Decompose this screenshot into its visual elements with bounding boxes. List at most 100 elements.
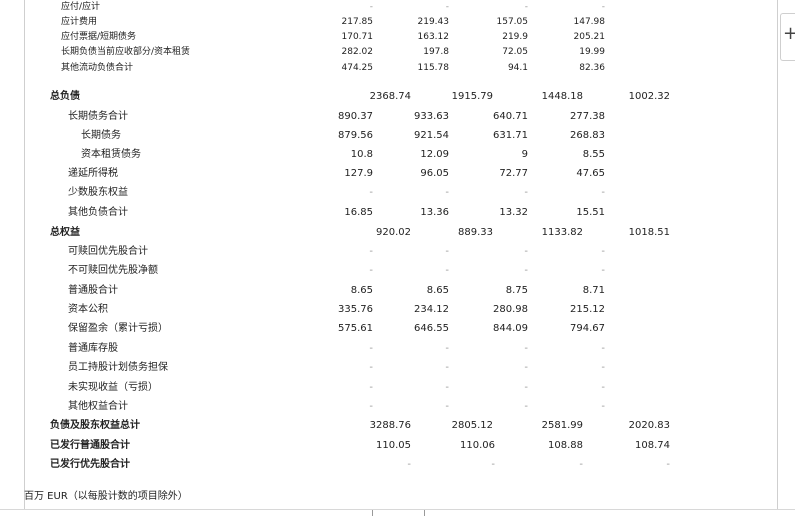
- row-label: 已发行普通股合计: [50, 440, 130, 451]
- value-cell: 2368.74: [369, 91, 411, 102]
- row-label: 其他负债合计: [68, 207, 128, 218]
- value-cell: 96.05: [420, 168, 449, 179]
- value-cell: -: [601, 187, 605, 198]
- value-cell: 889.33: [458, 227, 493, 238]
- value-cell: -: [369, 2, 373, 12]
- column-divider: [424, 510, 425, 516]
- balance-sheet-table: 应付/应计 - - - - 应计费用 217.85 219.43 157.05 147.98 应付票…: [24, 0, 778, 510]
- value-cell: 844.09: [493, 323, 528, 334]
- row-label: 未实现收益（亏损）: [68, 382, 158, 393]
- value-cell: -: [369, 246, 373, 257]
- value-cell: -: [524, 343, 528, 354]
- row-label: 长期债务: [81, 130, 121, 141]
- value-cell: 575.61: [338, 323, 373, 334]
- value-cell: -: [666, 459, 670, 470]
- value-cell: 147.98: [573, 17, 606, 27]
- value-cell: 1133.82: [541, 227, 583, 238]
- value-cell: 2581.99: [541, 420, 583, 431]
- row-label: 总权益: [50, 227, 80, 238]
- value-cell: -: [369, 343, 373, 354]
- value-cell: -: [445, 265, 449, 276]
- row-label: 资本租赁债务: [81, 149, 141, 160]
- value-cell: 108.88: [548, 440, 583, 451]
- row-label: 其他流动负债合计: [61, 63, 134, 73]
- value-cell: -: [579, 459, 583, 470]
- table-row: 资本租赁债务 10.8 12.09 9 8.55: [25, 146, 777, 164]
- value-cell: 10.8: [350, 149, 373, 160]
- side-panel: [780, 0, 795, 516]
- table-row: 长期债务 879.56 921.54 631.71 268.83: [25, 127, 777, 145]
- table-row: 应计费用 217.85 219.43 157.05 147.98: [25, 13, 777, 31]
- value-cell: -: [369, 362, 373, 373]
- value-cell: -: [524, 187, 528, 198]
- plus-icon: +: [783, 23, 795, 44]
- table-row: 不可赎回优先股净额 - - - -: [25, 262, 777, 280]
- value-cell: 13.36: [420, 207, 449, 218]
- value-cell: 217.85: [341, 17, 374, 27]
- value-cell: 72.05: [502, 47, 528, 57]
- table-row: 递延所得税 127.9 96.05 72.77 47.65: [25, 165, 777, 183]
- table-row: 员工持股计划债务担保 - - - -: [25, 359, 777, 377]
- value-cell: 197.8: [423, 47, 449, 57]
- add-sheet-button[interactable]: +: [780, 13, 795, 61]
- value-cell: 115.78: [417, 63, 450, 73]
- value-cell: 82.36: [579, 63, 605, 73]
- value-cell: 157.05: [496, 17, 529, 27]
- table-row: 已发行优先股合计 - - - -: [25, 456, 777, 474]
- value-cell: 631.71: [493, 130, 528, 141]
- value-cell: 280.98: [493, 304, 528, 315]
- value-cell: 127.9: [344, 168, 373, 179]
- value-cell: 474.25: [341, 63, 374, 73]
- table-row: 保留盈余（累计亏损） 575.61 646.55 844.09 794.67: [25, 320, 777, 338]
- value-cell: 640.71: [493, 111, 528, 122]
- table-row: 总负债 2368.74 1915.79 1448.18 1002.32: [25, 88, 777, 106]
- value-cell: -: [445, 362, 449, 373]
- table-row: 已发行普通股合计 110.05 110.06 108.88 108.74: [25, 437, 777, 455]
- table-row: 可赎回优先股合计 - - - -: [25, 243, 777, 261]
- table-row: 应付/应计 - - - -: [25, 0, 777, 16]
- value-cell: -: [445, 246, 449, 257]
- row-label: 应计费用: [61, 17, 98, 27]
- value-cell: -: [369, 187, 373, 198]
- value-cell: 2020.83: [628, 420, 670, 431]
- value-cell: 205.21: [573, 32, 606, 42]
- value-cell: 19.99: [579, 47, 605, 57]
- table-row: 总权益 920.02 889.33 1133.82 1018.51: [25, 224, 777, 242]
- value-cell: 94.1: [507, 63, 528, 73]
- row-label: 普通股合计: [68, 285, 118, 296]
- table-row: 长期负债当前应收部分/资本租赁 282.02 197.8 72.05 19.99: [25, 43, 777, 61]
- value-cell: 890.37: [338, 111, 373, 122]
- value-cell: 110.06: [460, 440, 495, 451]
- value-cell: 170.71: [341, 32, 374, 42]
- value-cell: 13.32: [499, 207, 528, 218]
- value-cell: 215.12: [570, 304, 605, 315]
- value-cell: -: [601, 265, 605, 276]
- value-cell: 335.76: [338, 304, 373, 315]
- row-label: 不可赎回优先股净额: [68, 265, 158, 276]
- value-cell: 234.12: [414, 304, 449, 315]
- value-cell: 794.67: [570, 323, 605, 334]
- value-cell: 15.51: [576, 207, 605, 218]
- value-cell: -: [445, 187, 449, 198]
- value-cell: 72.77: [499, 168, 528, 179]
- bottom-bar: [0, 509, 795, 516]
- row-label: 应付/应计: [61, 2, 101, 12]
- value-cell: -: [491, 459, 495, 470]
- value-cell: -: [445, 401, 449, 412]
- row-label: 少数股东权益: [68, 187, 128, 198]
- value-cell: 1448.18: [541, 91, 583, 102]
- value-cell: 110.05: [376, 440, 411, 451]
- value-cell: 646.55: [414, 323, 449, 334]
- value-cell: -: [524, 362, 528, 373]
- value-cell: -: [524, 2, 528, 12]
- value-cell: 8.55: [582, 149, 605, 160]
- value-cell: 8.75: [505, 285, 528, 296]
- row-label: 递延所得税: [68, 168, 118, 179]
- value-cell: 2805.12: [451, 420, 493, 431]
- value-cell: 921.54: [414, 130, 449, 141]
- table-row: 少数股东权益 - - - -: [25, 184, 777, 202]
- value-cell: 108.74: [635, 440, 670, 451]
- value-cell: -: [601, 401, 605, 412]
- row-label: 长期负债当前应收部分/资本租赁: [61, 47, 191, 57]
- value-cell: -: [601, 362, 605, 373]
